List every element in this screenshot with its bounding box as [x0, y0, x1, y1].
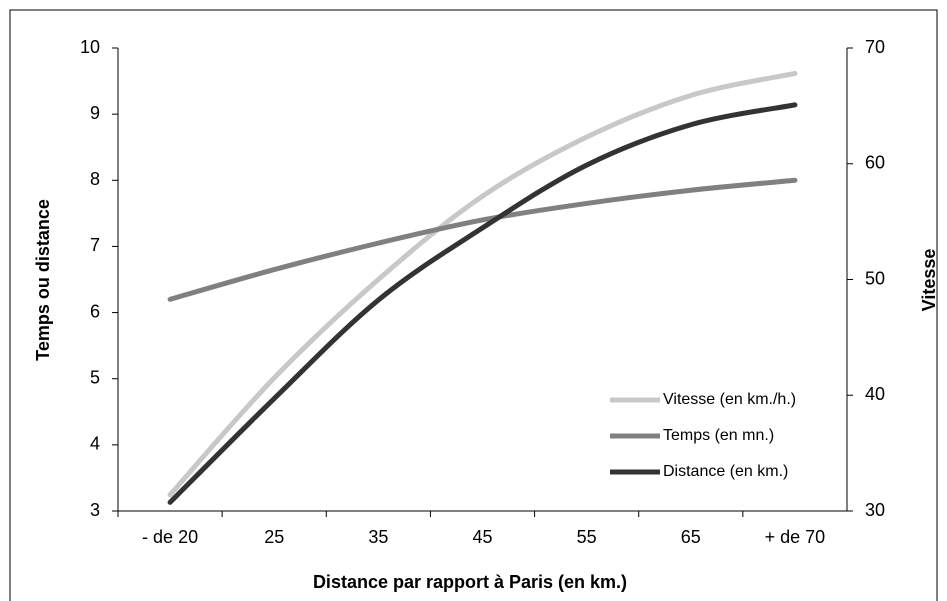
x-tick-label: 65 — [681, 527, 701, 547]
y2-tick-label: 70 — [865, 37, 885, 57]
y-tick-label: 8 — [90, 169, 100, 189]
y2-axis-label: Vitesse — [919, 249, 939, 312]
y-tick-label: 9 — [90, 103, 100, 123]
x-tick-label: + de 70 — [765, 527, 826, 547]
series-line — [167, 177, 798, 302]
x-tick-label: 45 — [472, 527, 492, 547]
y-tick-label: 6 — [90, 301, 100, 321]
y2-tick-label: 30 — [865, 500, 885, 520]
y2-tick-label: 40 — [865, 384, 885, 404]
legend-label: Vitesse (en km./h.) — [663, 391, 796, 408]
y-tick-label: 7 — [90, 235, 100, 255]
y-tick-label: 3 — [90, 500, 100, 520]
y-tick-label: 4 — [90, 434, 100, 454]
series-line — [167, 102, 798, 505]
legend-label: Distance (en km.) — [663, 463, 788, 480]
x-tick-label: 55 — [577, 527, 597, 547]
x-tick-label: 35 — [368, 527, 388, 547]
y-tick-label: 5 — [90, 367, 100, 387]
x-tick-label: 25 — [264, 527, 284, 547]
frame — [9, 9, 938, 601]
series-line — [167, 70, 798, 498]
y-tick-label: 10 — [80, 37, 100, 57]
legend-label: Temps (en mn.) — [663, 427, 774, 444]
y2-tick-label: 50 — [865, 268, 885, 288]
x-axis-label: Distance par rapport à Paris (en km.) — [313, 572, 627, 592]
x-tick-label: - de 20 — [142, 527, 198, 547]
y-axis-label: Temps ou distance — [33, 199, 53, 361]
y2-tick-label: 60 — [865, 153, 885, 173]
